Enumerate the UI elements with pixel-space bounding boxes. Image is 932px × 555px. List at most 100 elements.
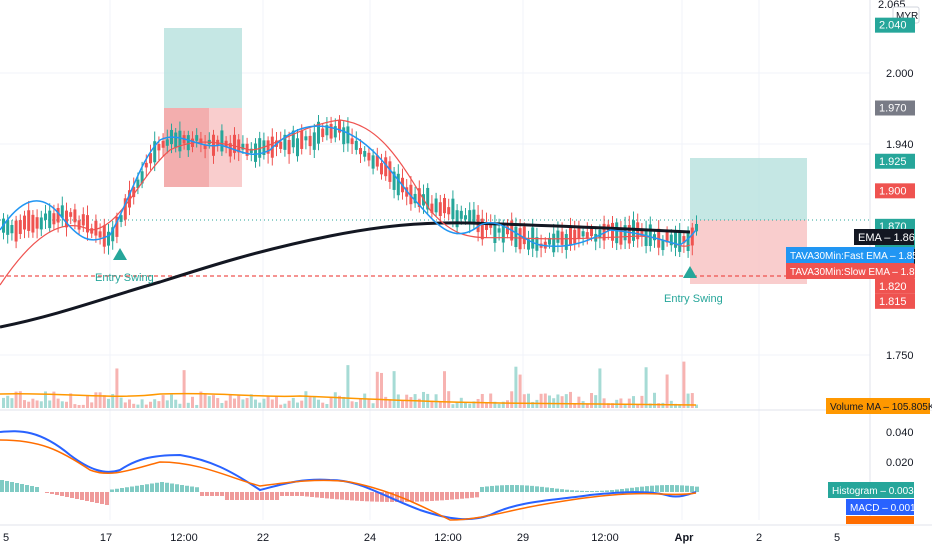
candle-body [627, 225, 631, 244]
candle-body [396, 173, 400, 196]
volume-bar [102, 395, 106, 408]
volume-bar [6, 395, 10, 408]
time-label: 5 [834, 532, 840, 544]
ema-line[interactable] [0, 221, 691, 329]
time-label: 5 [3, 532, 9, 544]
histogram-bar [575, 490, 579, 492]
currency-label: MYR [896, 11, 918, 22]
candle-body [665, 231, 669, 243]
volume-bar [325, 404, 329, 408]
volume-bar [480, 393, 484, 408]
histogram-bar [140, 485, 144, 492]
histogram-bar [535, 486, 539, 492]
slow-ema-line[interactable] [0, 119, 691, 286]
macd-tick-040: 0.040 [886, 427, 914, 439]
time-axis-bg[interactable] [0, 525, 932, 550]
target-zone-1[interactable] [164, 28, 242, 108]
histogram-bar [300, 492, 304, 496]
candle-body [611, 222, 614, 241]
macd-line[interactable] [0, 430, 697, 521]
histogram-bar [590, 490, 594, 492]
candle-body [682, 236, 686, 244]
histogram-tag[interactable] [828, 482, 914, 498]
histogram-bar [405, 492, 409, 502]
candle-body [686, 230, 690, 251]
price-tick-2065: 2.065 [878, 0, 906, 11]
histogram-bar [425, 492, 429, 502]
fast-ema-line[interactable] [0, 125, 697, 248]
entry-marker-2[interactable] [683, 266, 697, 278]
candle-body [577, 225, 581, 239]
target-zone-2[interactable] [690, 158, 807, 220]
histogram-bar [65, 492, 69, 497]
histogram-bar [145, 484, 149, 492]
price-tag-10[interactable]: 1.815 [875, 293, 915, 309]
volume-bar [199, 391, 203, 408]
price-tag-2[interactable]: 1.925 [875, 153, 915, 169]
candle-body [468, 210, 472, 224]
fast-ema-tag[interactable] [786, 247, 914, 263]
candle-body [354, 140, 358, 150]
candle-body [111, 227, 115, 242]
histogram-bar [175, 484, 179, 492]
price-tag-3[interactable]: 1.900 [875, 183, 915, 199]
macd-tag[interactable] [846, 499, 914, 515]
candle-body [283, 134, 287, 150]
candle-body [73, 209, 77, 223]
candle-body [590, 228, 593, 237]
histogram-bar [180, 485, 184, 492]
histogram-bar [685, 485, 689, 492]
histogram-bar [205, 492, 209, 496]
histogram-bar [650, 485, 654, 492]
candle-body [501, 224, 505, 243]
candle-body [300, 130, 304, 149]
volume-bar [14, 391, 18, 408]
candle-body [287, 139, 291, 155]
volume-bar [178, 403, 182, 408]
time-label: 29 [517, 532, 529, 544]
volume-bar [455, 401, 459, 408]
price-tag-1[interactable]: 1.970 [875, 100, 915, 116]
signal-line[interactable] [0, 439, 697, 521]
volume-bar [346, 365, 350, 408]
histogram-bar [255, 492, 259, 500]
candle-body [10, 225, 14, 234]
price-tag-9[interactable]: 1.820 [875, 278, 915, 294]
volume-bar [585, 403, 589, 408]
histogram-bar [670, 485, 674, 492]
candle-body [23, 215, 26, 230]
candle-body [514, 226, 518, 248]
volume-bar [300, 400, 304, 408]
price-scale-bg[interactable] [870, 0, 932, 410]
ema-tag[interactable] [854, 229, 914, 245]
volume-bar [392, 371, 396, 408]
entry-marker-1[interactable] [113, 248, 127, 260]
histogram-bar [480, 486, 484, 492]
volume-ma-tag[interactable] [826, 398, 930, 414]
candle-body [426, 187, 430, 210]
slow-ema-tag[interactable] [786, 263, 914, 279]
candle-body [669, 234, 673, 246]
histogram-bar [495, 485, 499, 492]
volume-bar [123, 402, 127, 408]
volume-bar [380, 372, 383, 408]
candle-body [661, 240, 665, 251]
histogram-bar [680, 485, 684, 492]
volume-ma-line[interactable] [0, 392, 697, 406]
candle-body [522, 226, 526, 245]
candle-body [527, 239, 530, 250]
candle-body [485, 221, 488, 230]
candle-body [94, 220, 98, 236]
signal-tag[interactable] [846, 516, 914, 524]
candle-body [119, 215, 123, 222]
volume-bar [409, 397, 413, 408]
price-tag-0[interactable]: 2.040 [875, 17, 915, 33]
price-tag-label: 1.900 [879, 185, 907, 197]
volume-bar [627, 398, 631, 408]
volume-bar [468, 403, 472, 408]
time-label: Apr [675, 532, 695, 544]
volume-bar [170, 394, 173, 408]
candle-body [317, 121, 320, 144]
time-label: 12:00 [434, 532, 462, 544]
